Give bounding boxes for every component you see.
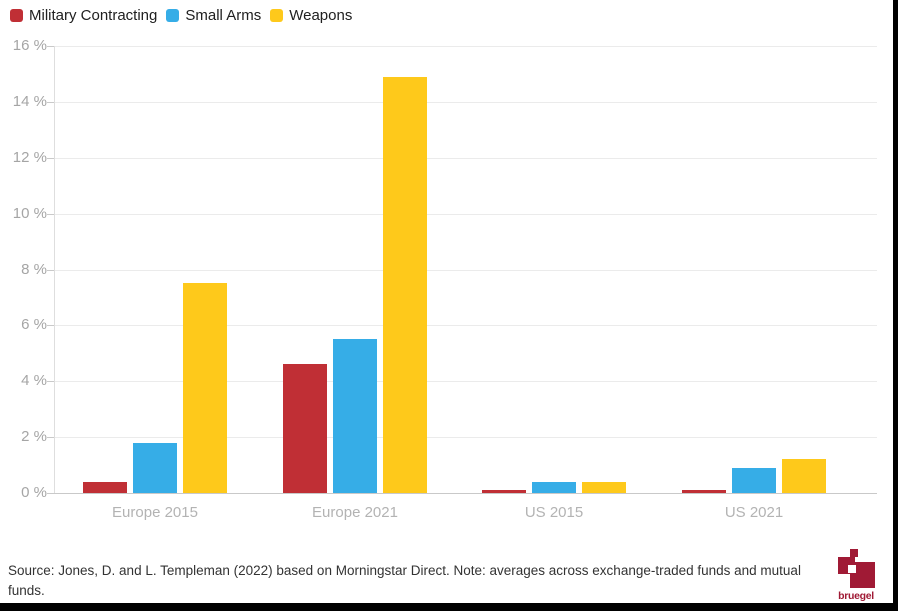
gridline bbox=[54, 270, 877, 271]
gridline bbox=[54, 381, 877, 382]
legend: Military Contracting Small Arms Weapons bbox=[10, 7, 352, 24]
y-tick-label: 10 % bbox=[12, 205, 47, 222]
x-axis-label: US 2021 bbox=[724, 504, 784, 521]
gridline bbox=[54, 493, 877, 494]
bar-chart: 0 % 2 % 4 % 6 % 8 % 10 % 12 % 14 % 16 % Europe 20… bbox=[12, 37, 877, 521]
source-note: Source: Jones, D. and L. Templeman (2022… bbox=[8, 563, 801, 598]
y-tick-label: 12 % bbox=[12, 149, 47, 166]
bar-weapons bbox=[383, 77, 427, 493]
y-axis-tick bbox=[47, 214, 54, 215]
gridline bbox=[54, 214, 877, 215]
y-axis-tick bbox=[47, 102, 54, 103]
y-axis-tick bbox=[47, 158, 54, 159]
y-axis-tick bbox=[47, 325, 54, 326]
logo-square-small bbox=[850, 549, 858, 557]
y-tick-label: 4 % bbox=[21, 372, 47, 389]
y-tick-label: 6 % bbox=[21, 316, 47, 333]
bar-weapons bbox=[782, 459, 826, 493]
bar-military-contracting bbox=[83, 482, 127, 493]
legend-swatch-icon bbox=[270, 9, 284, 22]
y-tick-label: 8 % bbox=[21, 261, 47, 278]
window-edge-bottom bbox=[0, 603, 898, 611]
legend-swatch-icon bbox=[166, 9, 180, 22]
legend-item: Small Arms bbox=[166, 7, 261, 24]
bruegel-logo[interactable]: bruegel bbox=[834, 546, 878, 602]
gridline bbox=[54, 437, 877, 438]
y-axis-tick bbox=[47, 381, 54, 382]
logo-wordmark: bruegel bbox=[838, 590, 874, 602]
bar-military-contracting bbox=[682, 490, 726, 493]
legend-item: Military Contracting bbox=[10, 7, 157, 24]
gridline bbox=[54, 46, 877, 47]
y-axis-tick bbox=[47, 46, 54, 47]
gridline bbox=[54, 102, 877, 103]
y-tick-label: 0 % bbox=[21, 484, 47, 501]
x-axis-label: Europe 2015 bbox=[112, 504, 198, 521]
x-axis-label: Europe 2021 bbox=[312, 504, 398, 521]
bar-weapons bbox=[183, 283, 227, 493]
bar-small-arms bbox=[732, 468, 776, 493]
x-axis-label: US 2015 bbox=[524, 504, 584, 521]
logo-square-notch bbox=[848, 565, 856, 573]
y-axis-tick bbox=[47, 437, 54, 438]
bar-small-arms bbox=[532, 482, 576, 493]
y-axis-line bbox=[54, 46, 55, 493]
gridline bbox=[54, 325, 877, 326]
bar-weapons bbox=[582, 482, 626, 493]
bar-military-contracting bbox=[283, 364, 327, 493]
y-axis-tick bbox=[47, 493, 54, 494]
y-tick-label: 14 % bbox=[12, 93, 47, 110]
legend-label: Small Arms bbox=[185, 7, 262, 24]
y-tick-label: 2 % bbox=[21, 428, 47, 445]
y-tick-label: 16 % bbox=[12, 37, 47, 54]
legend-label: Military Contracting bbox=[29, 7, 158, 24]
window-edge-right bbox=[893, 0, 898, 611]
bar-small-arms bbox=[333, 339, 377, 493]
legend-label: Weapons bbox=[289, 7, 353, 24]
legend-swatch-icon bbox=[10, 9, 23, 22]
legend-item: Weapons bbox=[270, 7, 352, 24]
gridline bbox=[54, 158, 877, 159]
bar-military-contracting bbox=[482, 490, 526, 493]
bar-small-arms bbox=[133, 443, 177, 493]
y-axis-tick bbox=[47, 270, 54, 271]
